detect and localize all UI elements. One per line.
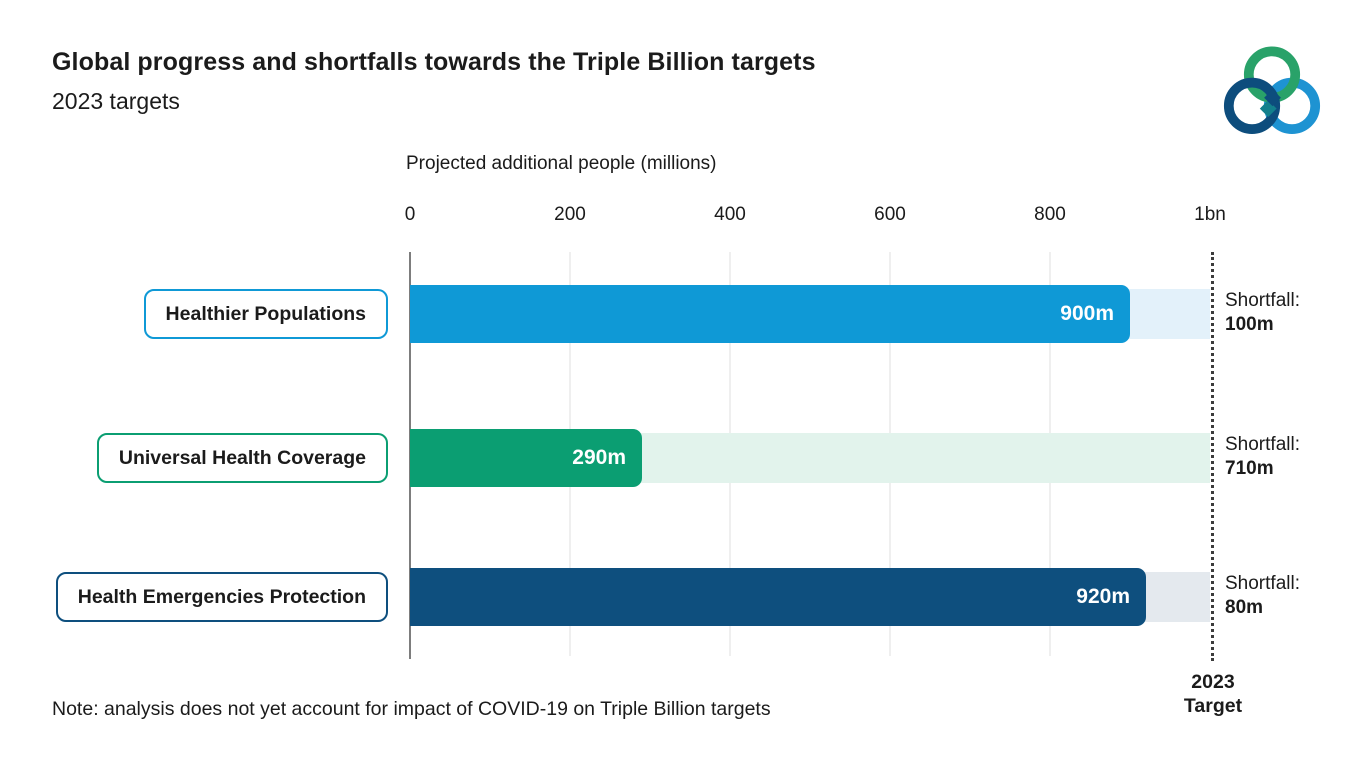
x-tick-0: 0: [404, 204, 416, 225]
bar-fill: 900m: [410, 285, 1130, 343]
shortfall-word: Shortfall:: [1225, 434, 1300, 455]
bar-row-health-emergencies-protection: 920m Health Emergencies Protection Short…: [0, 568, 1366, 626]
bar-fill: 920m: [410, 568, 1146, 626]
target-dotted-line: [1211, 252, 1214, 661]
bar-fill: 290m: [410, 429, 642, 487]
shortfall-annotation: Shortfall: 710m: [1225, 433, 1300, 481]
category-label: Health Emergencies Protection: [77, 585, 366, 608]
shortfall-word: Shortfall:: [1225, 573, 1300, 594]
shortfall-value: 100m: [1225, 314, 1274, 335]
bar-value-label: 920m: [1076, 585, 1130, 608]
triple-billion-logo-icon: [1223, 46, 1321, 134]
footnote: Note: analysis does not yet account for …: [52, 698, 771, 720]
bar-value-label: 290m: [572, 446, 626, 469]
category-button-healthier-populations[interactable]: Healthier Populations: [143, 289, 388, 339]
bar-row-healthier-populations: 900m Healthier Populations Shortfall: 10…: [0, 285, 1366, 343]
page-title: Global progress and shortfalls towards t…: [52, 48, 816, 76]
category-button-universal-health-coverage[interactable]: Universal Health Coverage: [96, 433, 388, 483]
target-word: Target: [1183, 695, 1243, 717]
shortfall-annotation: Shortfall: 80m: [1225, 572, 1300, 620]
page-subtitle: 2023 targets: [52, 88, 180, 114]
bar-row-universal-health-coverage: 290m Universal Health Coverage Shortfall…: [0, 429, 1366, 487]
shortfall-word: Shortfall:: [1225, 290, 1300, 311]
x-tick-200: 200: [554, 204, 586, 225]
bar-value-label: 900m: [1060, 302, 1114, 325]
target-year: 2023: [1191, 671, 1235, 693]
category-label: Universal Health Coverage: [118, 446, 366, 469]
x-axis-title: Projected additional people (millions): [406, 153, 717, 174]
x-tick-1bn: 1bn: [1194, 204, 1226, 225]
x-tick-600: 600: [874, 204, 906, 225]
x-tick-400: 400: [714, 204, 746, 225]
category-label: Healthier Populations: [165, 302, 366, 325]
target-year-label: 2023 Target: [1148, 670, 1278, 718]
shortfall-annotation: Shortfall: 100m: [1225, 289, 1300, 337]
shortfall-value: 80m: [1225, 597, 1264, 618]
category-button-health-emergencies-protection[interactable]: Health Emergencies Protection: [55, 572, 388, 622]
shortfall-value: 710m: [1225, 458, 1274, 479]
x-tick-800: 800: [1034, 204, 1066, 225]
